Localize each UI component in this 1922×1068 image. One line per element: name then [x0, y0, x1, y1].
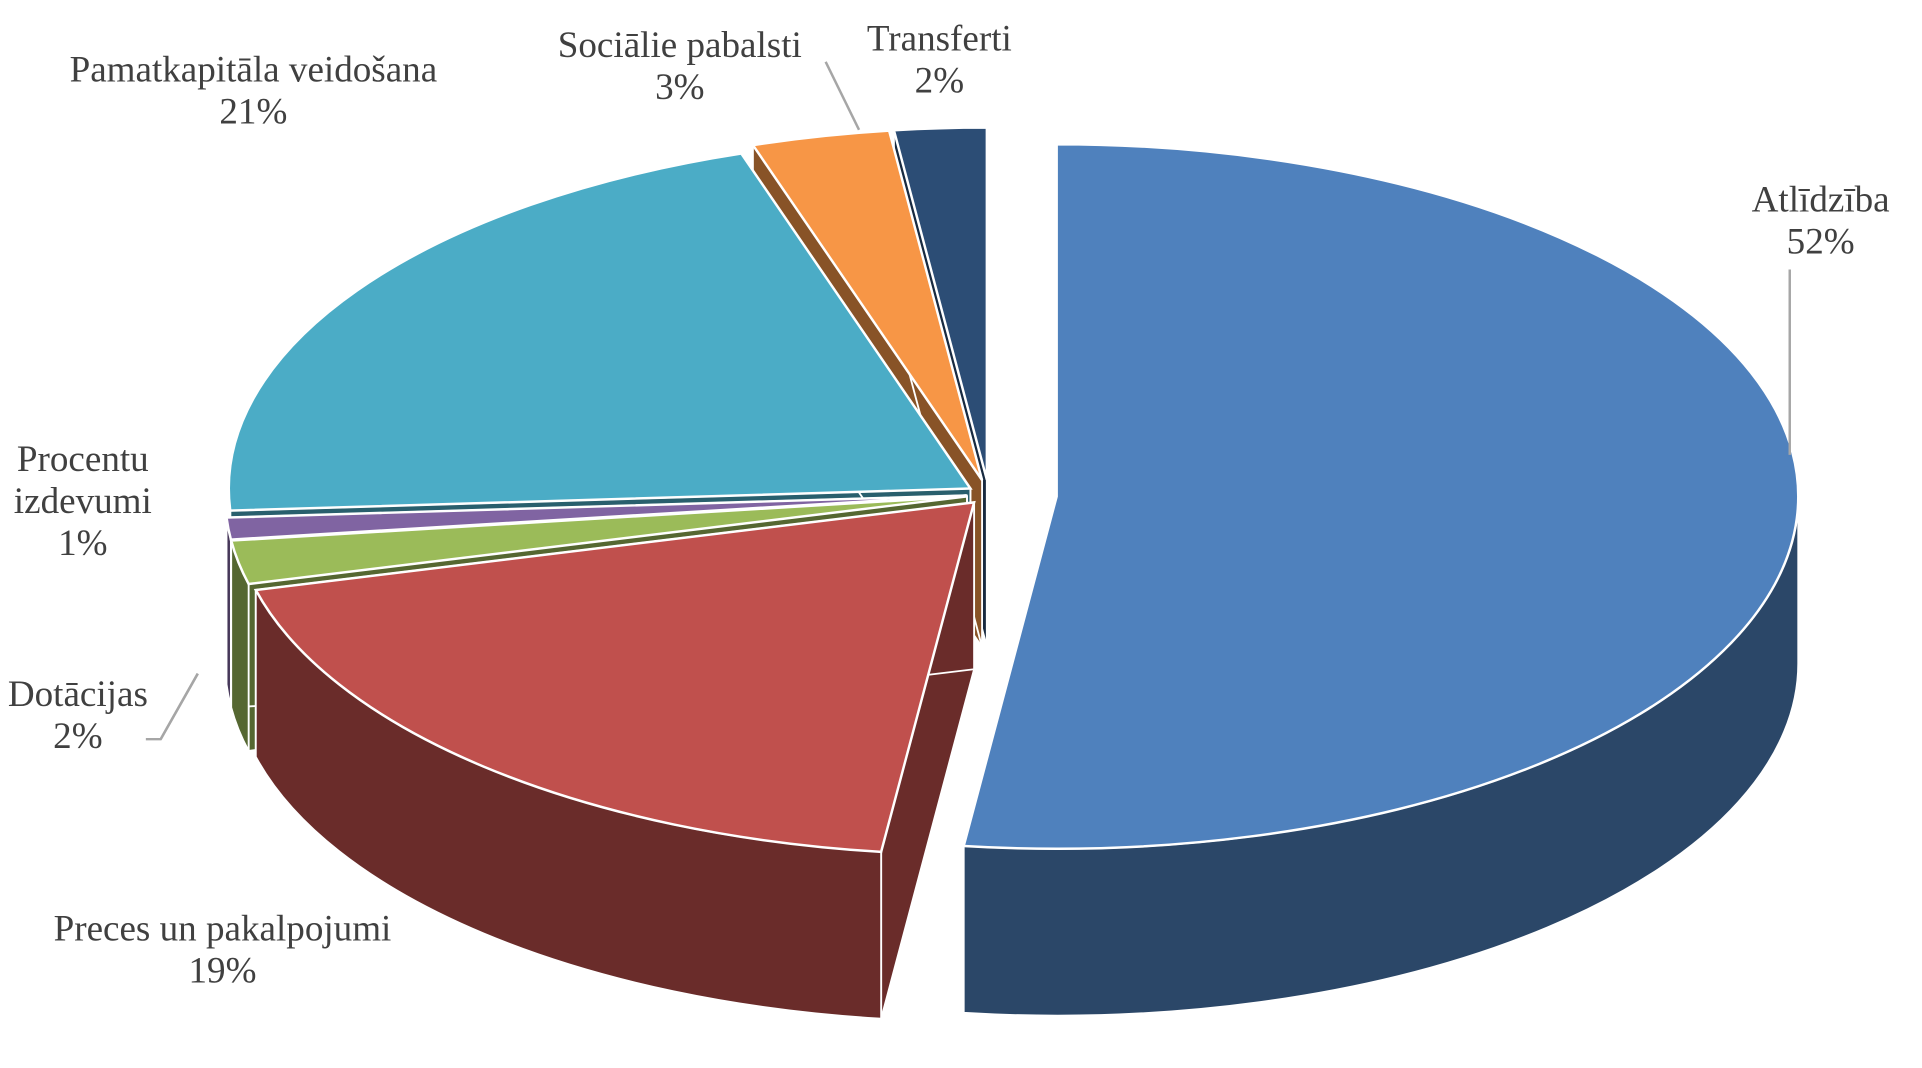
value-label: 2%	[53, 715, 103, 757]
value-label: 21%	[219, 91, 288, 133]
category-label: Sociālie pabalsti	[557, 24, 802, 66]
data-label-box: Procentu izdevumi 1%	[2, 439, 163, 565]
category-label: Dotācijas	[7, 673, 148, 715]
value-label: 2%	[914, 60, 965, 102]
data-label-box: Transferti 2%	[840, 19, 1038, 103]
value-label: 52%	[1786, 221, 1855, 263]
category-label: Pamatkapitāla veidošana	[69, 49, 438, 91]
category-label: Transferti	[866, 18, 1012, 60]
value-label: 19%	[188, 950, 257, 992]
slice	[253, 500, 976, 854]
data-label-box: Preces un pakalpojumi 19%	[12, 909, 432, 993]
slice	[750, 129, 984, 481]
leader-line	[824, 61, 861, 131]
slice-outer-side	[225, 517, 232, 707]
slice	[229, 495, 968, 586]
slice	[892, 126, 989, 481]
slice	[962, 142, 1800, 850]
data-label-box: Sociālie pabalsti 3%	[531, 25, 828, 109]
value-label: 1%	[58, 522, 108, 564]
slice	[227, 152, 973, 512]
value-label: 3%	[655, 66, 705, 108]
data-label-box: Dotācijas 2%	[0, 674, 164, 758]
category-label: Preces un pakalpojumi	[53, 908, 392, 950]
leader-line	[145, 673, 199, 741]
category-label: Procentu izdevumi	[13, 438, 152, 522]
category-label: Atlīdzība	[1751, 179, 1890, 221]
data-label-box: Pamatkapitāla veidošana 21%	[31, 49, 476, 133]
data-label-box: Atlīdzība 52%	[1697, 179, 1922, 263]
